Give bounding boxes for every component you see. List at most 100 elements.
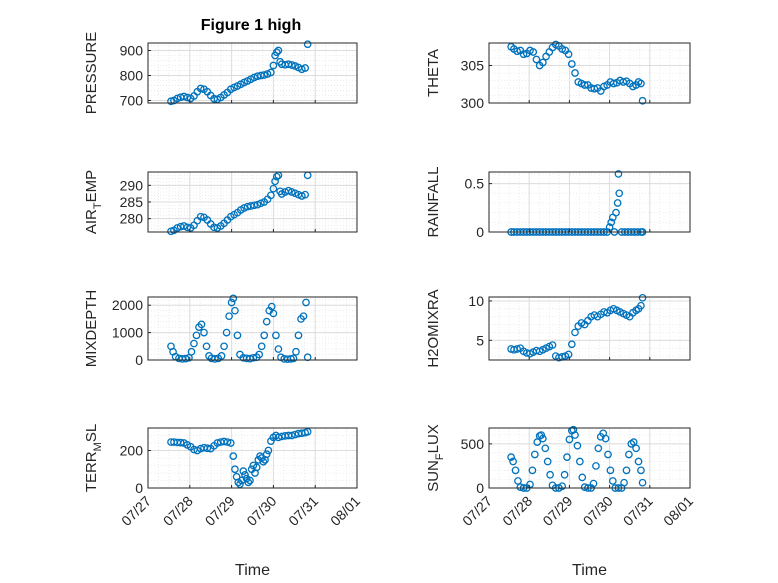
subplot-mixdepth: 0 1000 2000 MIXDEPTH [83, 290, 358, 368]
data-point [634, 457, 643, 466]
y-axis-label: THETA [425, 49, 442, 97]
data-point [558, 482, 567, 491]
data-point [203, 444, 212, 453]
data-point [222, 328, 231, 337]
data-point [252, 463, 261, 472]
data-point [262, 450, 271, 459]
subplot-h2omixra: 5 10 H2OMIXRA [425, 289, 691, 368]
y-tick-label: 200 [120, 443, 144, 459]
data-point [625, 450, 633, 459]
data-point [613, 199, 622, 207]
axes-frame [147, 42, 358, 104]
data-point [271, 177, 279, 186]
data-point [301, 190, 310, 199]
data-point [563, 453, 571, 461]
data-point [565, 435, 574, 444]
x-tick-label: 07/31 [620, 493, 656, 529]
data-point [564, 50, 573, 59]
y-tick-label: 0 [476, 480, 484, 496]
data-point [226, 439, 235, 447]
axes-frame [488, 296, 691, 361]
data-point [196, 212, 205, 221]
data-point [187, 347, 196, 356]
data-point [180, 92, 188, 101]
y-tick-label: 0 [135, 480, 143, 496]
data-point [606, 466, 615, 475]
data-point [513, 47, 521, 56]
data-point [190, 339, 198, 348]
data-point [220, 342, 228, 351]
data-point [233, 331, 242, 340]
data-point [292, 347, 300, 356]
subplot-sun-flux: 0 500 07/27 07/28 07/29 07/30 07/31 08/01 Time SU… [425, 424, 696, 579]
y-tick-label: 700 [120, 93, 144, 109]
data-point [589, 479, 598, 488]
y-tick-label: 2000 [112, 297, 143, 313]
data-point [211, 355, 219, 363]
y-tick-label: 305 [461, 58, 485, 74]
data-point [287, 431, 296, 440]
data-point [604, 450, 612, 459]
data-point [529, 48, 538, 56]
data-point [299, 312, 308, 321]
data-point [250, 73, 259, 82]
data-point [250, 201, 259, 210]
data-point [590, 84, 599, 93]
data-point [196, 84, 205, 93]
data-point [260, 71, 269, 79]
data-point [303, 427, 312, 436]
x-tick-label: 08/01 [660, 493, 696, 529]
data-point [528, 466, 537, 475]
data-point [539, 434, 547, 443]
y-tick-label: 0 [476, 224, 484, 240]
subplot-terr-msl: 0 200 07/27 07/28 07/29 07/30 07/31 08/01 Time TE… [83, 424, 363, 579]
x-axis-label: Time [235, 562, 270, 579]
figure-title: Figure 1 high [201, 17, 301, 34]
data-point [567, 340, 576, 349]
data-point [237, 476, 246, 485]
x-tick-label: 07/30 [580, 493, 616, 529]
y-tick-label: 5 [476, 332, 484, 348]
data-point [571, 69, 579, 77]
data-point [269, 309, 278, 318]
data-point [638, 293, 647, 302]
data-point [294, 331, 303, 340]
subplot-rainfall: 0 0.5 RAINFALL [425, 167, 691, 240]
data-point [564, 350, 573, 359]
data-point [239, 467, 248, 475]
y-axis-label: H2OMIXRA [425, 289, 442, 367]
y-axis-label: PRESSURE [83, 32, 100, 115]
data-point [259, 457, 268, 466]
data-point [229, 294, 238, 303]
data-point [511, 466, 520, 475]
data-point [227, 298, 236, 307]
plot-area [489, 297, 690, 360]
data-point [260, 331, 269, 340]
data-point [256, 452, 264, 460]
data-point [637, 79, 645, 88]
data-point [537, 431, 546, 439]
data-point [241, 471, 249, 479]
data-point [571, 431, 579, 439]
data-point [269, 61, 278, 70]
data-point [620, 478, 628, 487]
data-point [297, 65, 306, 74]
data-point [264, 446, 273, 455]
data-point [637, 301, 645, 310]
data-point [638, 478, 647, 487]
data-point [217, 352, 226, 360]
data-point [301, 64, 310, 72]
data-point [509, 457, 517, 466]
data-point [576, 457, 584, 466]
data-point [614, 170, 623, 178]
data-point [546, 470, 554, 479]
data-point [637, 466, 645, 475]
data-point [231, 465, 239, 474]
data-point [246, 476, 254, 485]
data-point [192, 331, 201, 340]
data-point [267, 191, 275, 200]
data-point [262, 317, 271, 326]
data-point [541, 444, 550, 453]
